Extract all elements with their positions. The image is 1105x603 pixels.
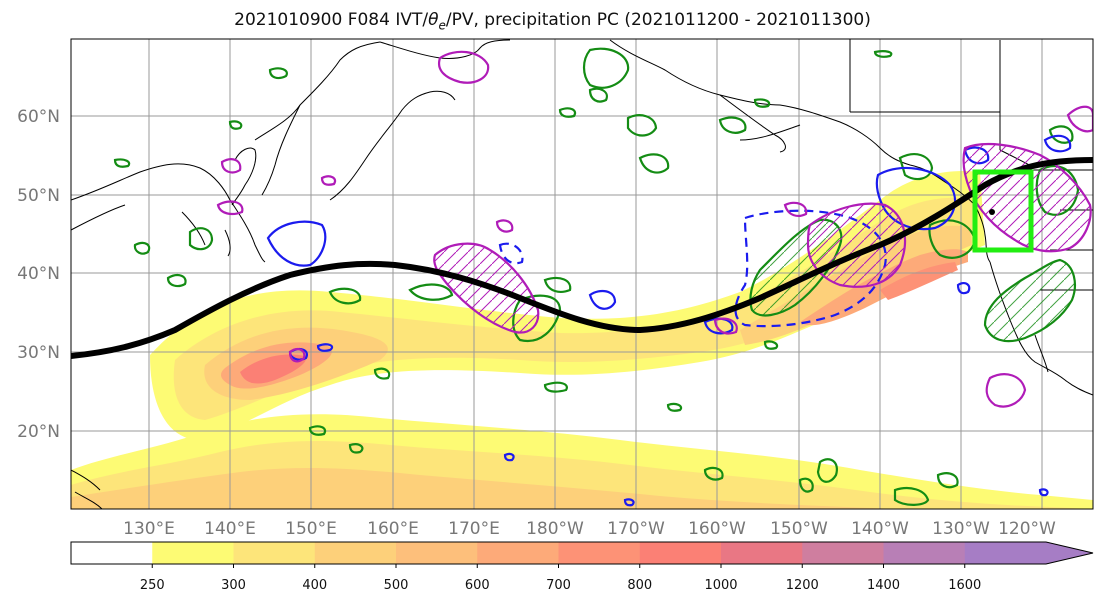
colorbar-tick-label: 1200	[786, 578, 819, 593]
colorbar: 250 300 400 500 600 700 800 1000 1200 1400 1600	[70, 541, 1094, 593]
lat-label: 30°N	[17, 343, 60, 363]
colorbar-cell	[639, 542, 722, 564]
lat-label: 60°N	[17, 107, 60, 127]
colorbar-tick-label: 250	[140, 578, 165, 593]
map-frame	[70, 38, 1094, 510]
colorbar-cell	[802, 542, 884, 564]
colorbar-cell	[558, 542, 641, 564]
theta-subscript: e	[438, 18, 446, 33]
lat-label: 20°N	[17, 422, 60, 442]
latitude-labels: 60°N 50°N 40°N 30°N 20°N	[17, 107, 60, 442]
lon-label: 140°E	[204, 519, 256, 539]
colorbar-tick-label: 700	[546, 578, 571, 593]
colorbar-cell	[396, 542, 478, 564]
ivt-shading	[71, 171, 1093, 509]
colorbar-frame	[70, 541, 1094, 565]
longitude-labels: 130°E 140°E 150°E 160°E 170°E 180°W 170°…	[123, 519, 1056, 539]
colorbar-tick-label: 1000	[704, 578, 737, 593]
lon-label: 150°E	[285, 519, 337, 539]
colorbar-cell	[71, 542, 153, 564]
lat-label: 50°N	[17, 186, 60, 206]
colorbar-cell	[152, 542, 234, 564]
colorbar-tick-label: 400	[302, 578, 327, 593]
theta-symbol: θ	[428, 10, 439, 30]
colorbar-tick-label: 1400	[867, 578, 900, 593]
colorbar-cell	[721, 542, 803, 564]
map-panel	[71, 39, 1093, 509]
colorbar-cell	[964, 542, 1047, 564]
target-region-box	[972, 169, 1034, 253]
lon-label: 120°W	[998, 519, 1056, 539]
colorbar-tick-label: 600	[465, 578, 490, 593]
green-hatch-region-2	[985, 260, 1075, 342]
lon-label: 130°W	[932, 519, 990, 539]
lon-label: 130°E	[123, 519, 175, 539]
jet-axis-line	[71, 157, 1093, 359]
colorbar-tick-label: 1600	[948, 578, 981, 593]
colorbar-extend-arrow	[1046, 542, 1093, 564]
colorbar-cell	[883, 542, 966, 564]
colorbar-cell	[314, 542, 397, 564]
colorbar-cell	[233, 542, 316, 564]
lon-label: 160°E	[367, 519, 419, 539]
colorbar-tick-label: 300	[221, 578, 246, 593]
lon-label: 180°W	[526, 519, 584, 539]
colorbar-ticks: 250 300 400 500 600 700 800 1000 1200 1400 1600	[140, 564, 981, 593]
lon-label: 170°E	[448, 519, 500, 539]
lat-label: 40°N	[17, 264, 60, 284]
target-point	[989, 209, 995, 215]
colorbar-cell	[477, 542, 559, 564]
colorbar-tick-label: 500	[384, 578, 409, 593]
lon-label: 150°W	[770, 519, 828, 539]
lon-label: 160°W	[688, 519, 746, 539]
lon-label: 140°W	[851, 519, 909, 539]
colorbar-cells	[71, 542, 1093, 564]
colorbar-tick-label: 800	[627, 578, 652, 593]
map-title: 2021010900 F084 IVT/θe/PV, precipitation…	[234, 10, 871, 33]
lon-label: 170°W	[607, 519, 665, 539]
